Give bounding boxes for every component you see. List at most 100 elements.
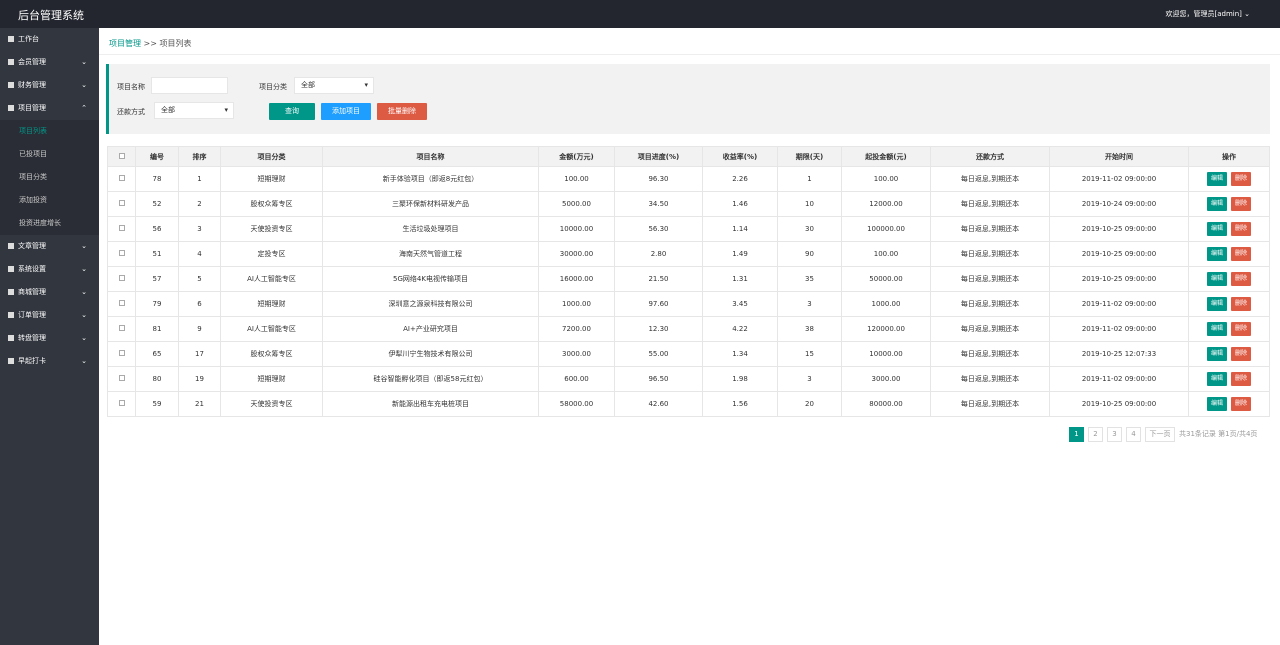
cell: 90 — [777, 241, 842, 267]
app-title: 后台管理系统 — [18, 9, 84, 22]
submenu-item[interactable]: 投资进度增长 — [0, 212, 99, 235]
checkbox[interactable] — [118, 325, 125, 331]
delete-button[interactable]: 删除 — [1231, 197, 1252, 211]
cell: AI人工智能专区 — [220, 316, 323, 342]
row-select[interactable] — [107, 266, 136, 292]
next-page[interactable]: 下一页 — [1145, 427, 1175, 442]
category-select[interactable]: 全部 ▾ — [294, 77, 374, 94]
edit-button[interactable]: 编辑 — [1206, 197, 1227, 211]
checkbox[interactable] — [118, 375, 125, 381]
row-select[interactable] — [107, 216, 136, 242]
breadcrumb-parent[interactable]: 项目管理 — [109, 39, 141, 48]
delete-button[interactable]: 删除 — [1231, 297, 1252, 311]
menu-label[interactable]: 文章管理 — [18, 242, 46, 250]
checkbox[interactable] — [118, 350, 125, 356]
checkbox[interactable] — [118, 300, 125, 306]
menu-item[interactable]: 财务管理 ⌄ — [0, 74, 99, 97]
menu-label[interactable]: 商城管理 — [18, 288, 46, 296]
row-select[interactable] — [107, 291, 136, 317]
checkbox[interactable] — [118, 175, 125, 181]
checkbox[interactable] — [118, 275, 125, 281]
menu-item[interactable]: 项目管理 ⌃ — [0, 97, 99, 120]
cell: 生活垃圾处理项目 — [322, 216, 539, 242]
menu-label[interactable]: 早起打卡 — [18, 357, 46, 365]
cell: 81 — [135, 316, 179, 342]
row-select[interactable] — [107, 341, 136, 367]
checkbox[interactable] — [118, 400, 125, 406]
menu-label[interactable]: 工作台 — [18, 35, 39, 43]
user-menu[interactable]: 欢迎您，管理员[admin] ⌄ — [1165, 10, 1251, 18]
menu-label[interactable]: 项目管理 — [18, 104, 46, 112]
menu-item[interactable]: 早起打卡 ⌄ — [0, 350, 99, 373]
edit-button[interactable]: 编辑 — [1206, 247, 1227, 261]
table-row: 81 9 AI人工智能专区 AI+产业研究项目 7200.00 12.30 4.22 38 12… — [107, 316, 1270, 342]
row-select[interactable] — [107, 316, 136, 342]
submenu-item[interactable]: 项目列表 — [0, 120, 99, 143]
cell: 57 — [135, 266, 179, 292]
row-select[interactable] — [107, 241, 136, 267]
repay-select[interactable]: 全部 ▾ — [154, 102, 234, 119]
edit-button[interactable]: 编辑 — [1206, 272, 1227, 286]
menu-item[interactable]: 订单管理 ⌄ — [0, 304, 99, 327]
name-input[interactable] — [151, 77, 228, 94]
select-all[interactable] — [107, 146, 136, 167]
submenu-item[interactable]: 项目分类 — [0, 166, 99, 189]
menu-label[interactable]: 系统设置 — [18, 265, 46, 273]
batch-delete-button[interactable]: 批量删除 — [377, 103, 427, 120]
user-name[interactable]: 欢迎您，管理员[admin] — [1165, 10, 1242, 18]
breadcrumb-current: 项目列表 — [159, 39, 192, 48]
menu-item[interactable]: 工作台 — [0, 28, 99, 51]
row-select[interactable] — [107, 366, 136, 392]
menu-label[interactable]: 会员管理 — [18, 58, 46, 66]
divider — [99, 54, 1280, 55]
page-button[interactable]: 2 — [1088, 427, 1103, 442]
column-header: 项目分类 — [220, 146, 323, 167]
delete-button[interactable]: 删除 — [1231, 372, 1252, 386]
cell: 每日返息,到期还本 — [930, 166, 1050, 192]
delete-button[interactable]: 删除 — [1231, 247, 1252, 261]
edit-button[interactable]: 编辑 — [1206, 397, 1227, 411]
delete-button[interactable]: 删除 — [1231, 322, 1252, 336]
checkbox[interactable] — [118, 225, 125, 231]
submenu-item[interactable]: 添加投资 — [0, 189, 99, 212]
edit-button[interactable]: 编辑 — [1206, 372, 1227, 386]
edit-button[interactable]: 编辑 — [1206, 347, 1227, 361]
checkbox[interactable] — [118, 250, 125, 256]
add-button[interactable]: 添加项目 — [321, 103, 371, 120]
submenu-item[interactable]: 已投项目 — [0, 143, 99, 166]
cell: 79 — [135, 291, 179, 317]
page-button[interactable]: 1 — [1069, 427, 1084, 442]
row-select[interactable] — [107, 391, 136, 417]
delete-button[interactable]: 删除 — [1231, 347, 1252, 361]
delete-button[interactable]: 删除 — [1231, 172, 1252, 186]
cell: 2019-11-02 09:00:00 — [1049, 366, 1189, 392]
menu-label[interactable]: 转盘管理 — [18, 334, 46, 342]
menu-item[interactable]: 商城管理 ⌄ — [0, 281, 99, 304]
delete-button[interactable]: 删除 — [1231, 222, 1252, 236]
page-button[interactable]: 3 — [1107, 427, 1122, 442]
cell: 100.00 — [538, 166, 615, 192]
menu-label[interactable]: 财务管理 — [18, 81, 46, 89]
menu-item[interactable]: 转盘管理 ⌄ — [0, 327, 99, 350]
edit-button[interactable]: 编辑 — [1206, 322, 1227, 336]
menu-item[interactable]: 系统设置 ⌄ — [0, 258, 99, 281]
delete-button[interactable]: 删除 — [1231, 272, 1252, 286]
cell: 2019-10-25 09:00:00 — [1049, 266, 1189, 292]
search-button[interactable]: 查询 — [269, 103, 315, 120]
cell: 每日返息,到期还本 — [930, 391, 1050, 417]
edit-button[interactable]: 编辑 — [1206, 172, 1227, 186]
menu-item[interactable]: 会员管理 ⌄ — [0, 51, 99, 74]
cell: 56.30 — [614, 216, 703, 242]
row-select[interactable] — [107, 191, 136, 217]
delete-button[interactable]: 删除 — [1231, 397, 1252, 411]
menu-label[interactable]: 订单管理 — [18, 311, 46, 319]
page-button[interactable]: 4 — [1126, 427, 1141, 442]
checkbox[interactable] — [118, 200, 125, 206]
cell: 35 — [777, 266, 842, 292]
edit-button[interactable]: 编辑 — [1206, 297, 1227, 311]
row-select[interactable] — [107, 166, 136, 192]
project-table: 编号 排序 项目分类 项目名称 金额(万元) 项目进度(%) 收益率(%) 期限(天) 起投金额… — [107, 146, 1270, 417]
menu-item[interactable]: 文章管理 ⌄ — [0, 235, 99, 258]
menu-icon — [8, 335, 14, 341]
edit-button[interactable]: 编辑 — [1206, 222, 1227, 236]
